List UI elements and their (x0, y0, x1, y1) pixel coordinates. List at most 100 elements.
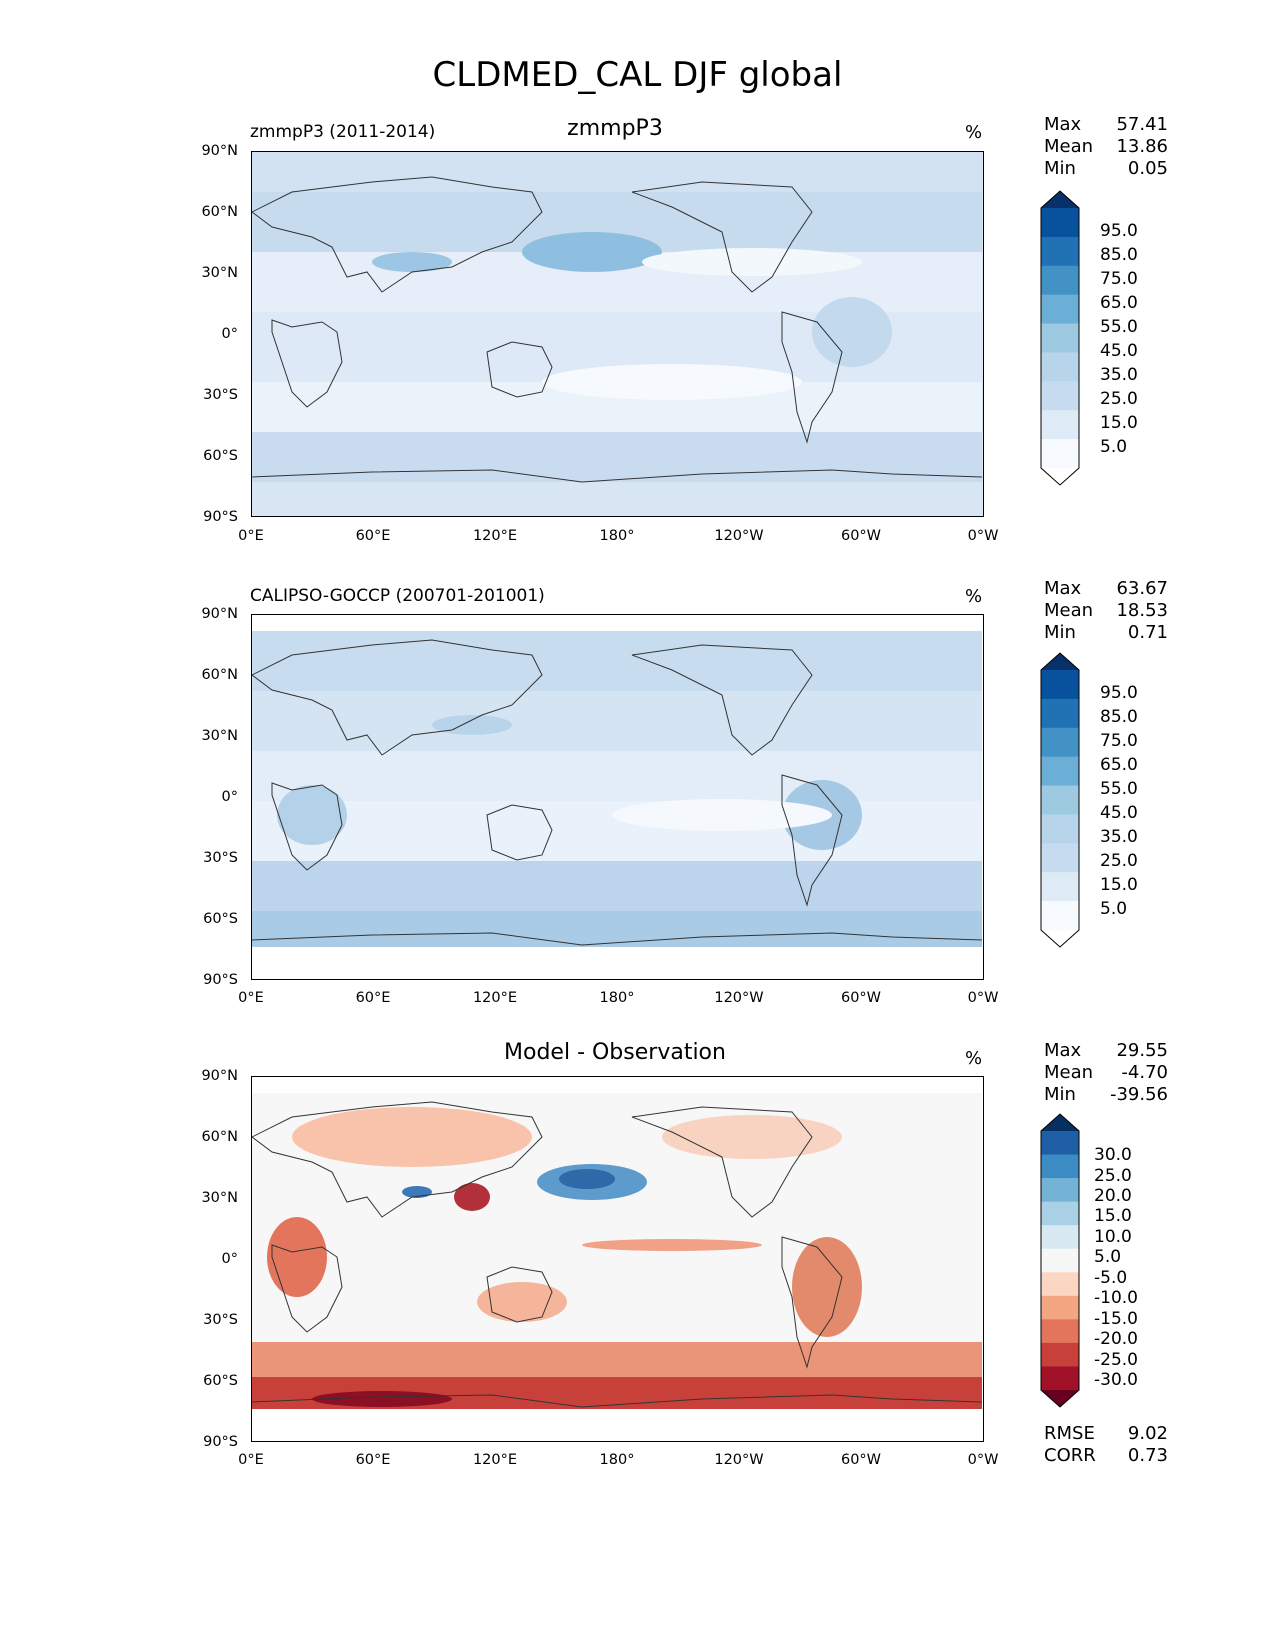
panel-1-colorbar-swatch-5 (1041, 323, 1079, 353)
panel-3-cbar-tick-neg25: -25.0 (1094, 1350, 1138, 1370)
panel-3-colorbar-swatch-1 (1041, 1131, 1079, 1156)
panel-3-cbar-tick-25: 25.0 (1094, 1166, 1132, 1186)
panel-1-map (251, 151, 984, 517)
panel-3-lat-tick-0: 0° (221, 1251, 238, 1267)
panel-2-cbar-tick-85: 85.0 (1100, 707, 1138, 727)
panel-2-cbar-tick-5: 5.0 (1100, 899, 1128, 919)
panel-1-australia-outline (486, 341, 553, 398)
panel-3-colorbar-swatch-11 (1041, 1366, 1079, 1391)
panel-3-antarctic-core-deficit (312, 1391, 452, 1407)
panel-1-map-svg (252, 152, 982, 515)
panel-3-africa-deficit (267, 1217, 327, 1297)
panel-1-cbar-tick-75: 75.0 (1100, 269, 1138, 289)
panel-2-colorbar-swatch-2 (1041, 698, 1079, 729)
panel-1-lat-tick-30n: 30°N (201, 265, 238, 281)
panel-1-colorbar-swatch-7 (1041, 381, 1079, 411)
panel-3-title: Model - Observation (504, 1040, 726, 1065)
panel-2-cbar-tick-65: 65.0 (1100, 755, 1138, 775)
panel-1-colorbar-swatch-1 (1041, 208, 1079, 238)
panel-1-cbar-tick-15: 15.0 (1100, 413, 1138, 433)
panel-3-namerica-outline (631, 1106, 813, 1218)
panel-2-lat-tick-90n: 90°N (201, 606, 238, 622)
panel-2-max-value: 63.67 (1116, 578, 1168, 599)
panel-1-lat-tick-60s: 60°S (203, 448, 238, 464)
panel-1-cbar-tick-55: 55.0 (1100, 317, 1138, 337)
panel-3-namerica-deficit (662, 1115, 842, 1159)
panel-2-lat-tick-60s: 60°S (203, 911, 238, 927)
panel-2-eurasia-outline (252, 639, 543, 756)
panel-2-lat-tick-60n: 60°N (201, 667, 238, 683)
panel-3-lon-tick-0e: 0°E (238, 1452, 264, 1468)
panel-2-australia-outline (486, 804, 553, 861)
panel-3-lat-tick-60s: 60°S (203, 1373, 238, 1389)
panel-1-mean-value: 13.86 (1116, 136, 1168, 157)
panel-3-pacific-excess-core (559, 1169, 615, 1189)
panel-3-map (251, 1076, 984, 1442)
panel-3-lat-tick-30n: 30°N (201, 1190, 238, 1206)
panel-1-lon-tick-0w: 0°W (967, 528, 999, 544)
panel-1-min-value: 0.05 (1127, 158, 1168, 179)
panel-1-samerica-outline (781, 311, 843, 444)
panel-3-colorbar-swatch-8 (1041, 1295, 1079, 1320)
panel-3-cbar-tick-10: 10.0 (1094, 1227, 1132, 1247)
panel-1-band-sh-storm (252, 432, 982, 482)
panel-2-africa-cloud (277, 785, 347, 845)
panel-2-map (251, 614, 984, 980)
panel-3-corr-value: 0.73 (1127, 1445, 1168, 1466)
panel-3-colorbar-extend-top (1041, 1114, 1079, 1131)
panel-1-title: zmmpP3 (567, 116, 663, 141)
panel-1-colorbar-outline (1040, 190, 1080, 486)
panel-3-cbar-tick-neg10: -10.0 (1094, 1288, 1138, 1308)
panel-2-min-value: 0.71 (1127, 622, 1168, 643)
panel-1-band-arctic (252, 152, 982, 192)
panel-1-lon-tick-60e: 60°E (355, 528, 391, 544)
panel-3-lon-tick-60w: 60°W (840, 1452, 882, 1468)
panel-3-lat-tick-30s: 30°S (203, 1312, 238, 1328)
panel-3-colorbar-outline (1040, 1113, 1080, 1408)
panel-1-colorbar-swatch-8 (1041, 410, 1079, 440)
panel-1-namerica-outline (631, 181, 813, 293)
panel-3-lon-tick-180: 180° (599, 1452, 635, 1468)
panel-3-colorbar-swatch-5 (1041, 1225, 1079, 1250)
panel-3-cbar-tick-20: 20.0 (1094, 1186, 1132, 1206)
panel-2-clear-east-pacific (612, 799, 832, 831)
panel-2-min-label: Min (1044, 622, 1076, 643)
panel-1-colorbar-swatch-9 (1041, 439, 1079, 469)
panel-2-lat-tick-30s: 30°S (203, 850, 238, 866)
panel-3-cbar-tick-neg30: -30.0 (1094, 1370, 1138, 1390)
panel-3-eurasia-outline (252, 1101, 543, 1218)
panel-1-cbar-tick-25: 25.0 (1100, 389, 1138, 409)
panel-1-tibet-cloud (372, 252, 452, 272)
panel-2-cbar-tick-45: 45.0 (1100, 803, 1138, 823)
panel-1-africa-outline (271, 319, 343, 408)
panel-2-coastlines (252, 639, 982, 946)
panel-2-lon-tick-0e: 0°E (238, 990, 264, 1006)
panel-3-min-label: Min (1044, 1084, 1076, 1105)
panel-2-cbar-tick-95: 95.0 (1100, 683, 1138, 703)
panel-3-lon-tick-120e: 120°E (472, 1452, 518, 1468)
panel-3-samerica-outline (781, 1236, 843, 1369)
panel-3-china-deficit (454, 1183, 490, 1211)
panel-2-band-nh-high (252, 631, 982, 691)
panel-1-cbar-tick-35: 35.0 (1100, 365, 1138, 385)
panel-2-colorbar-outline (1040, 652, 1080, 948)
panel-3-colorbar-swatch-2 (1041, 1154, 1079, 1179)
panel-3-samerica-deficit (792, 1237, 862, 1337)
panel-2-africa-outline (271, 782, 343, 871)
panel-1-lon-tick-0e: 0°E (238, 528, 264, 544)
panel-3-map-svg (252, 1093, 982, 1409)
panel-1-antarctica-outline (252, 469, 982, 483)
panel-3-cbar-tick-5: 5.0 (1094, 1247, 1122, 1267)
figure-title: CLDMED_CAL DJF global (432, 55, 843, 95)
panel-2-lon-tick-0w: 0°W (967, 990, 999, 1006)
panel-3-africa-outline (271, 1244, 343, 1333)
panel-2-colorbar-extend-bottom (1041, 930, 1079, 947)
panel-2-lon-tick-180: 180° (599, 990, 635, 1006)
panel-1-colorbar-swatch-3 (1041, 265, 1079, 296)
panel-1-max-label: Max (1044, 114, 1082, 135)
panel-3-mean-value: -4.70 (1121, 1062, 1168, 1083)
panel-3-eurasia-deficit (292, 1107, 532, 1167)
panel-2-colorbar-swatch-1 (1041, 670, 1079, 700)
panel-3-rmse-label: RMSE (1044, 1423, 1095, 1444)
panel-3-lon-tick-60e: 60°E (355, 1452, 391, 1468)
